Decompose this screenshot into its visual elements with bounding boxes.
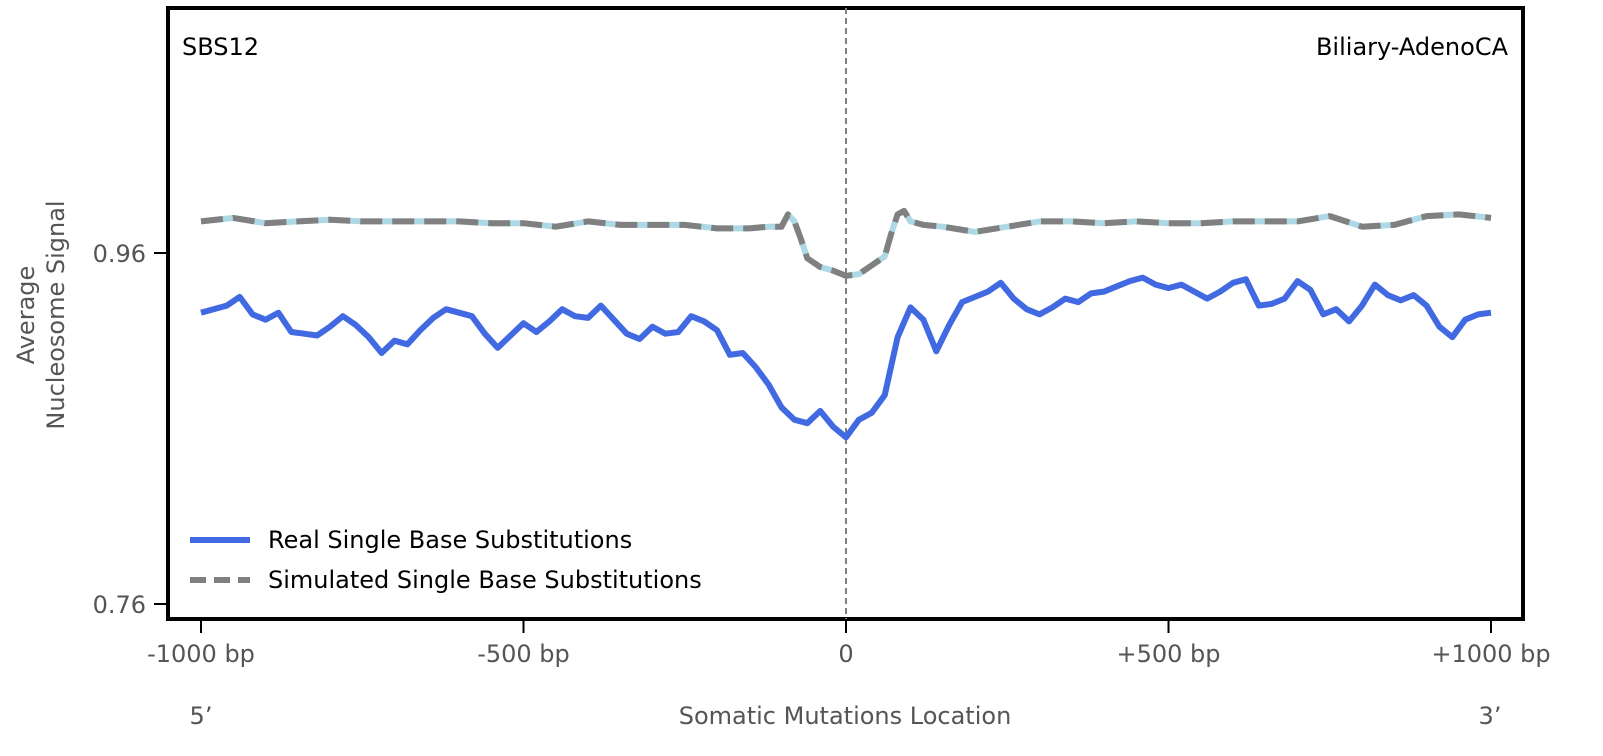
simulated-series-line bbox=[200, 207, 1492, 279]
x-axis-title: Somatic Mutations Location bbox=[679, 702, 1012, 730]
y-axis-title: Average Nucleosome Signal bbox=[12, 200, 70, 429]
x-tick-label: +500 bp bbox=[1116, 640, 1220, 668]
x-axis-ticks: -1000 bp -500 bp 0 +500 bp +1000 bp bbox=[147, 621, 1551, 668]
series-layer bbox=[200, 207, 1492, 441]
y-tick-label: 0.96 bbox=[93, 240, 146, 268]
three-prime-label: 3’ bbox=[1479, 702, 1502, 730]
x-tick-label: +1000 bp bbox=[1431, 640, 1550, 668]
legend: Real Single Base Substitutions Simulated… bbox=[190, 526, 702, 594]
y-axis-title-line1: Average bbox=[12, 266, 40, 365]
y-tick-label: 0.76 bbox=[93, 591, 146, 619]
cancer-type-label: Biliary-AdenoCA bbox=[1316, 33, 1509, 61]
x-tick-label: 0 bbox=[838, 640, 853, 668]
legend-real-label: Real Single Base Substitutions bbox=[268, 526, 632, 554]
signature-label: SBS12 bbox=[182, 33, 259, 61]
y-axis-ticks: 0.76 0.96 bbox=[93, 240, 166, 619]
five-prime-label: 5’ bbox=[190, 702, 213, 730]
x-tick-label: -1000 bp bbox=[147, 640, 255, 668]
real-series-line bbox=[200, 274, 1492, 441]
y-axis-title-line2: Nucleosome Signal bbox=[42, 200, 70, 429]
legend-simulated-label: Simulated Single Base Substitutions bbox=[268, 566, 702, 594]
x-tick-label: -500 bp bbox=[477, 640, 570, 668]
